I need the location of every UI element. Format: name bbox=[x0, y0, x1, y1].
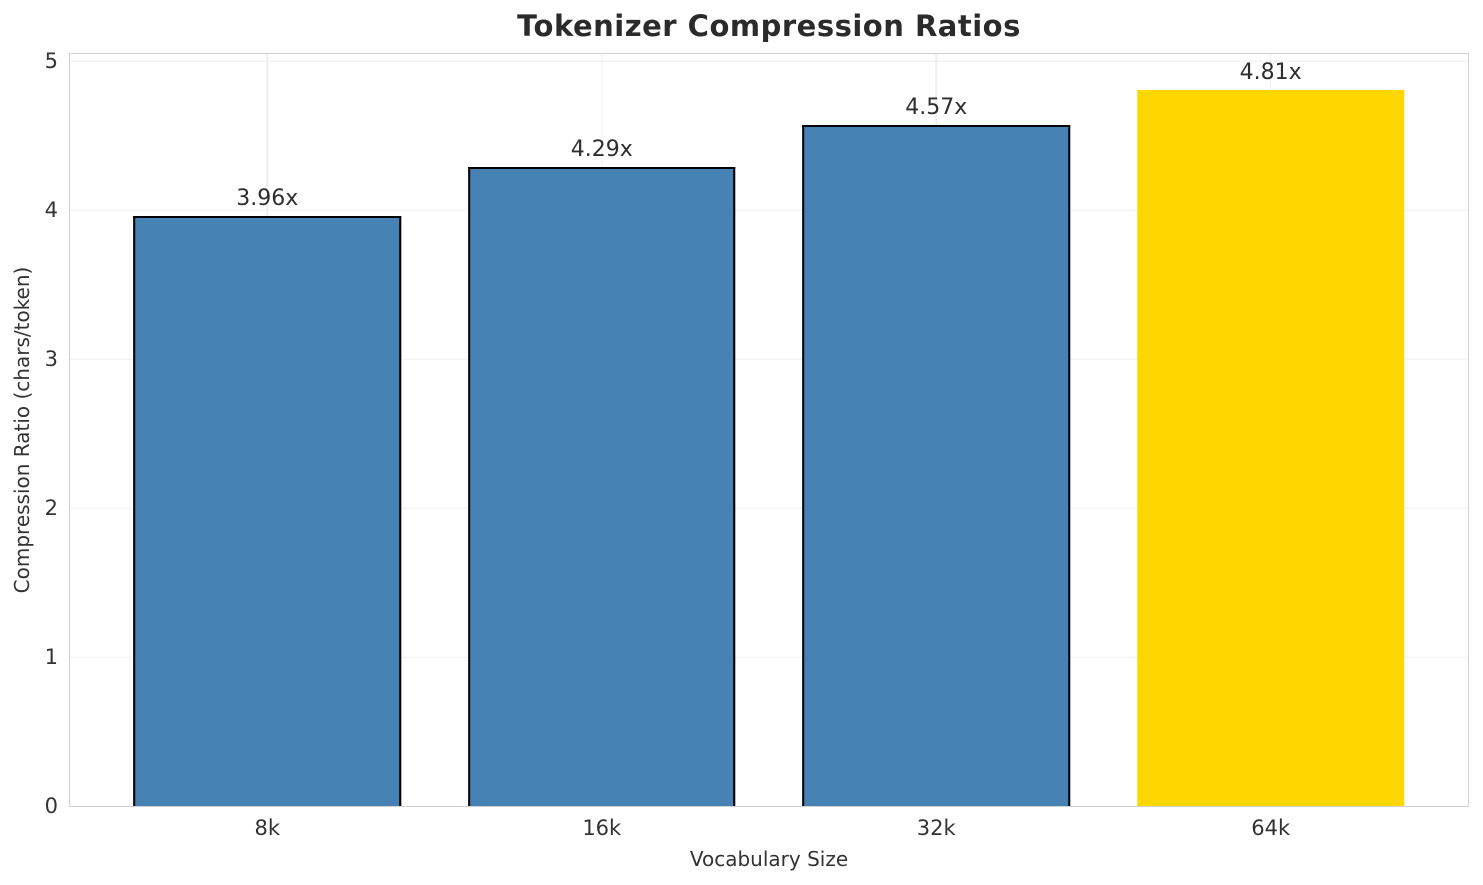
h-gridline bbox=[70, 656, 1468, 658]
bar-value-label: 4.81x bbox=[1239, 59, 1302, 85]
chart-title: Tokenizer Compression Ratios bbox=[517, 9, 1021, 43]
bar bbox=[802, 125, 1070, 806]
x-axis-label: Vocabulary Size bbox=[689, 847, 849, 871]
y-tick-label: 0 bbox=[44, 794, 58, 818]
bar-value-label: 4.29x bbox=[570, 137, 633, 163]
bar-value-label: 3.96x bbox=[236, 186, 299, 212]
x-tick-label: 32k bbox=[916, 816, 956, 840]
h-gridline bbox=[70, 60, 1468, 63]
y-tick-label: 2 bbox=[44, 496, 58, 521]
x-tick-label: 64k bbox=[1251, 816, 1291, 840]
y-axis-ticks: 0 1 2 3 4 5 bbox=[0, 49, 58, 818]
y-tick-label: 5 bbox=[44, 49, 58, 74]
y-tick-label: 3 bbox=[44, 347, 58, 372]
y-tick-label: 4 bbox=[44, 198, 58, 223]
h-gridline bbox=[70, 507, 1468, 509]
y-tick-label: 1 bbox=[44, 645, 58, 670]
plot-area: 3.96x 4.29x 4.57x 4.81x bbox=[69, 53, 1469, 807]
bar bbox=[1136, 89, 1405, 806]
h-gridline bbox=[70, 358, 1468, 361]
x-axis-ticks: 8k 16k 32k 64k bbox=[70, 816, 1468, 844]
x-tick-label: 8k bbox=[254, 816, 281, 840]
x-tick-label: 16k bbox=[582, 816, 622, 840]
h-gridline bbox=[70, 209, 1468, 212]
bar-value-label: 4.57x bbox=[905, 95, 968, 121]
bar bbox=[467, 167, 736, 806]
bar bbox=[133, 216, 402, 806]
